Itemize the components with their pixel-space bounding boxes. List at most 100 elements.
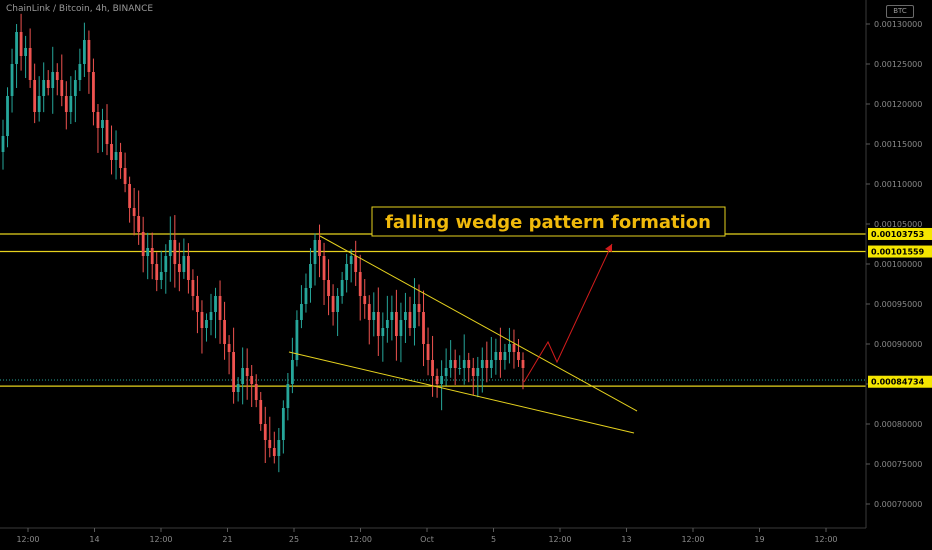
candle-body[interactable]: [55, 72, 59, 80]
candle-body[interactable]: [453, 360, 457, 368]
candle-body[interactable]: [367, 304, 371, 320]
candle-body[interactable]: [73, 80, 77, 96]
candle-body[interactable]: [485, 360, 489, 368]
candle-body[interactable]: [408, 312, 412, 328]
candle-body[interactable]: [101, 120, 104, 128]
candle-body[interactable]: [259, 400, 263, 424]
candle-body[interactable]: [449, 360, 453, 368]
candle-body[interactable]: [132, 208, 136, 216]
candle-body[interactable]: [295, 320, 299, 360]
wedge-lower-line[interactable]: [288, 351, 635, 434]
candle-body[interactable]: [196, 296, 199, 312]
candle-body[interactable]: [241, 368, 245, 384]
candle-body[interactable]: [128, 184, 132, 208]
candle-body[interactable]: [363, 296, 367, 304]
candle-body[interactable]: [300, 304, 303, 320]
candle-body[interactable]: [200, 312, 204, 328]
candle-body[interactable]: [385, 320, 389, 328]
candle-body[interactable]: [489, 360, 493, 368]
candle-body[interactable]: [114, 152, 118, 160]
candle-body[interactable]: [354, 256, 358, 272]
candle-body[interactable]: [78, 64, 82, 80]
candle-body[interactable]: [503, 352, 507, 360]
candle-body[interactable]: [476, 368, 480, 376]
candle-body[interactable]: [304, 288, 308, 304]
candle-body[interactable]: [191, 280, 195, 296]
candle-body[interactable]: [494, 352, 498, 360]
candle-body[interactable]: [92, 72, 95, 112]
candle-body[interactable]: [277, 440, 281, 456]
candle-body[interactable]: [15, 32, 18, 64]
candle-body[interactable]: [227, 344, 231, 352]
candle-body[interactable]: [394, 312, 398, 336]
candle-body[interactable]: [168, 240, 172, 256]
candle-body[interactable]: [60, 80, 64, 96]
candle-body[interactable]: [186, 256, 190, 280]
candle-body[interactable]: [471, 368, 475, 376]
candle-body[interactable]: [110, 144, 113, 160]
candle-body[interactable]: [205, 320, 208, 328]
candle-body[interactable]: [318, 240, 321, 256]
candle-body[interactable]: [286, 384, 290, 408]
candle-body[interactable]: [177, 264, 181, 272]
candle-body[interactable]: [232, 352, 236, 392]
candle-body[interactable]: [417, 304, 421, 312]
candle-body[interactable]: [250, 376, 254, 384]
candle-body[interactable]: [19, 32, 23, 56]
candle-body[interactable]: [508, 344, 511, 352]
candle-body[interactable]: [340, 280, 344, 296]
candle-body[interactable]: [381, 328, 385, 336]
candle-body[interactable]: [498, 352, 502, 360]
candle-body[interactable]: [159, 272, 163, 280]
candle-body[interactable]: [28, 48, 32, 80]
candle-body[interactable]: [349, 256, 353, 264]
candle-body[interactable]: [435, 376, 439, 384]
currency-badge[interactable]: BTC: [886, 5, 914, 18]
candle-body[interactable]: [336, 296, 340, 312]
candle-body[interactable]: [444, 368, 448, 376]
candle-body[interactable]: [236, 384, 240, 392]
candle-body[interactable]: [82, 40, 86, 64]
candle-body[interactable]: [458, 368, 462, 369]
candle-body[interactable]: [150, 248, 154, 264]
candle-body[interactable]: [6, 96, 9, 136]
candle-body[interactable]: [245, 368, 249, 376]
candle-body[interactable]: [413, 304, 416, 328]
candle-body[interactable]: [254, 384, 258, 400]
candle-body[interactable]: [10, 64, 14, 96]
candle-body[interactable]: [322, 256, 326, 280]
projection-arrow[interactable]: [523, 243, 613, 383]
candle-body[interactable]: [399, 320, 403, 336]
candle-body[interactable]: [96, 112, 100, 128]
candle-body[interactable]: [123, 168, 127, 184]
candle-body[interactable]: [173, 240, 177, 264]
candle-body[interactable]: [358, 272, 362, 296]
candle-body[interactable]: [214, 296, 217, 312]
candle-body[interactable]: [209, 312, 213, 320]
candle-body[interactable]: [137, 216, 141, 232]
candle-body[interactable]: [290, 360, 294, 384]
candle-body[interactable]: [218, 296, 222, 320]
candle-body[interactable]: [146, 248, 150, 256]
candle-body[interactable]: [480, 360, 484, 368]
candle-body[interactable]: [46, 80, 50, 88]
candle-body[interactable]: [64, 96, 68, 112]
candle-body[interactable]: [331, 296, 335, 312]
wedge-upper-line[interactable]: [319, 235, 638, 412]
candle-body[interactable]: [426, 344, 430, 360]
candle-body[interactable]: [51, 72, 55, 88]
candle-body[interactable]: [141, 232, 145, 256]
candle-body[interactable]: [272, 448, 276, 456]
candle-body[interactable]: [105, 120, 109, 144]
candle-body[interactable]: [263, 424, 267, 440]
candle-body[interactable]: [404, 312, 407, 320]
candle-body[interactable]: [309, 264, 312, 288]
candle-body[interactable]: [376, 312, 380, 336]
candle-body[interactable]: [33, 80, 37, 112]
candle-body[interactable]: [87, 40, 91, 72]
candle-body[interactable]: [372, 312, 376, 320]
candle-body[interactable]: [462, 360, 466, 368]
candle-body[interactable]: [164, 256, 168, 272]
candle-body[interactable]: [521, 360, 525, 368]
